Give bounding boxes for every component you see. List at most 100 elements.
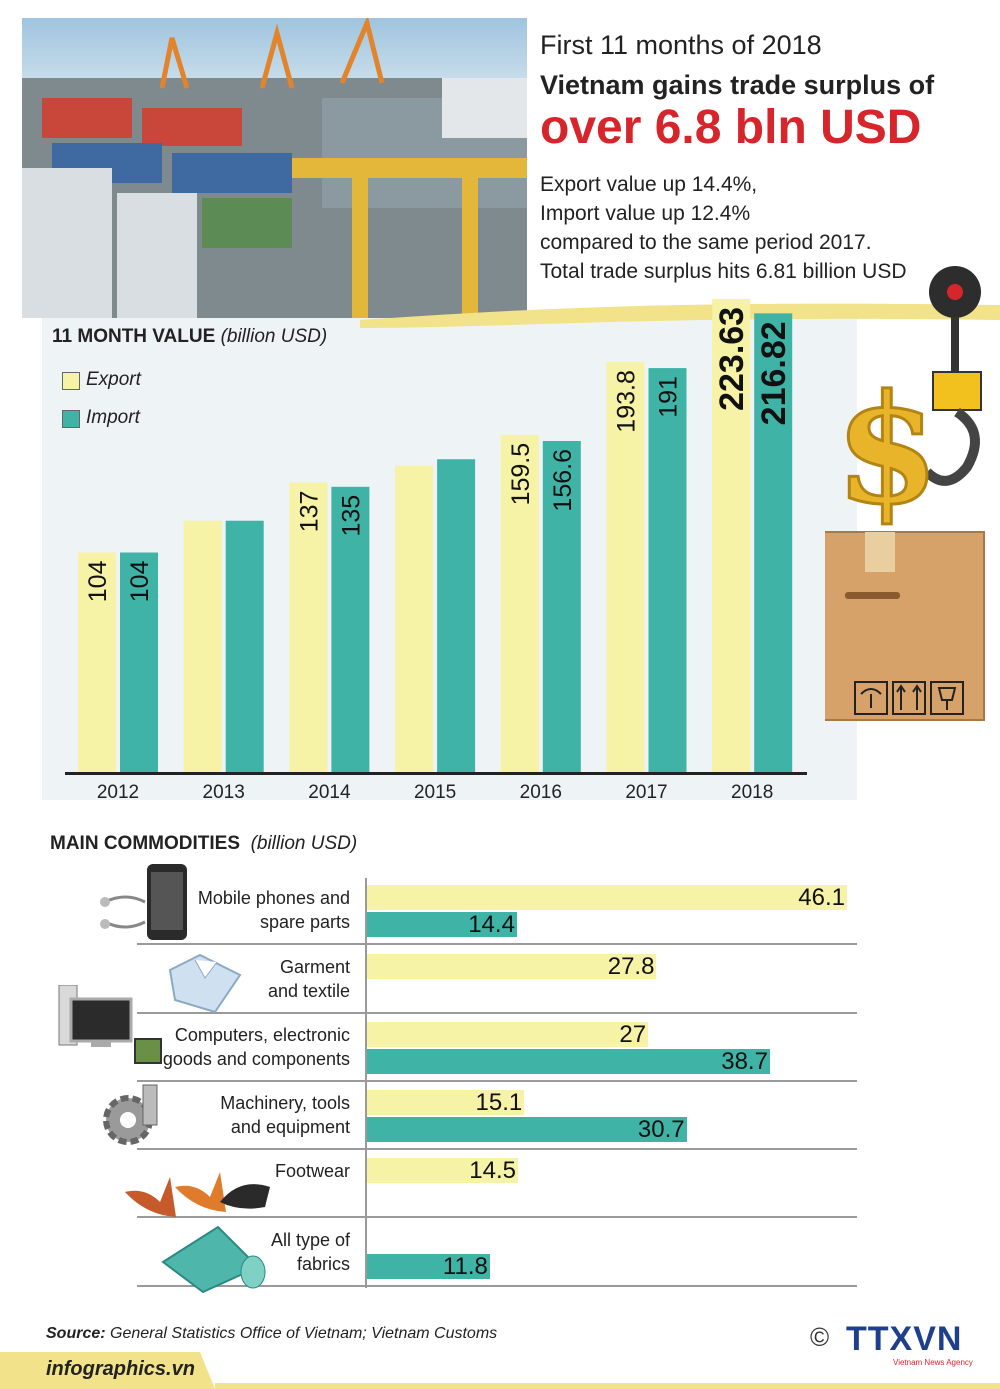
bar-label-import-2012: 104 [126, 560, 154, 602]
bar-label-import-2016: 156.6 [549, 449, 577, 512]
port-photo [22, 18, 527, 318]
row-separator [137, 1285, 857, 1287]
commodity-bar-export [367, 954, 657, 979]
cardboard-box-icon [825, 531, 985, 721]
header-headline: Vietnam gains trade surplus of [540, 70, 935, 100]
chart-title-text: 11 MONTH VALUE [52, 326, 216, 347]
mobile-phone-icon [100, 864, 187, 940]
commodities-title-text: MAIN COMMODITIES [50, 833, 240, 854]
commodity-label: Garment and textile [110, 955, 350, 1003]
commodity-label: Footwear [110, 1159, 350, 1183]
bar-export-2018 [712, 298, 751, 773]
chart-title-unit: (billion USD) [220, 326, 328, 347]
bar-label-export-2017: 193.8 [613, 370, 641, 433]
commodity-bar-import [367, 1117, 687, 1142]
commodity-value-export: 27 [619, 1021, 647, 1048]
commodity-bar-export [367, 1022, 649, 1047]
commodities-title: MAIN COMMODITIES (billion USD) [50, 833, 357, 855]
commodity-label-line: All type of [270, 1230, 350, 1250]
commodity-label: Machinery, tools and equipment [110, 1091, 350, 1139]
commodity-value-export: 27.8 [607, 953, 655, 980]
footer-band [0, 1352, 1000, 1389]
commodity-value-export: 46.1 [798, 884, 845, 911]
x-tick-label: 2017 [625, 782, 667, 803]
commodity-value-import: 11.8 [442, 1253, 488, 1280]
bar-import-2014 [331, 486, 370, 773]
x-axis-line [65, 772, 807, 775]
commodity-bar-import [367, 912, 517, 937]
commodity-label-line: and textile [267, 981, 350, 1001]
bar-label-export-2012: 104 [84, 560, 112, 602]
bar-import-2012 [120, 552, 158, 773]
bar-import-2016 [542, 441, 581, 773]
x-tick-label: 2015 [414, 782, 456, 803]
commodity-label-line: goods and components [162, 1049, 350, 1069]
chip-icon [134, 1038, 162, 1064]
hook-icon [923, 407, 980, 486]
x-tick-label: 2012 [97, 782, 139, 803]
shoes-icon [125, 1172, 270, 1217]
source-note: Source: General Statistics Office of Vie… [46, 1325, 497, 1343]
row-separator [137, 1148, 857, 1150]
bar-export-2012 [78, 552, 116, 773]
bar-export-2015 [395, 465, 434, 773]
dollar-box-illustration: $ [825, 266, 985, 721]
commodity-label-line: fabrics [296, 1254, 350, 1274]
commodity-label: All type of fabrics [110, 1228, 350, 1276]
header-desc-line: Total trade surplus hits 6.81 billion US… [540, 260, 907, 283]
header-desc-line: Export value up 14.4%, [540, 173, 758, 196]
commodity-bar-import [367, 1254, 490, 1279]
commodities-title-unit: (billion USD) [250, 833, 358, 854]
source-text: General Statistics Office of Vietnam; Vi… [110, 1325, 498, 1342]
header-desc-line: compared to the same period 2017. [540, 231, 872, 254]
commodity-value-import: 14.4 [468, 911, 515, 938]
header-highlight: over 6.8 bln USD [540, 101, 922, 154]
commodity-label: Mobile phones and spare parts [110, 886, 350, 934]
x-tick-label: 2016 [520, 782, 562, 803]
box-handling-symbols-icon [854, 681, 964, 715]
bar-export-2013 [183, 520, 222, 773]
header-desc-line: Import value up 12.4% [540, 202, 751, 225]
legend-swatch-export [62, 372, 80, 390]
x-tick-label: 2018 [731, 782, 773, 803]
x-tick-label: 2014 [308, 782, 351, 803]
commodity-bar-export [367, 1090, 525, 1115]
commodity-bar-export [367, 885, 847, 910]
hook-block-icon [932, 371, 982, 411]
commodity-value-export: 14.5 [469, 1157, 516, 1184]
copyright-icon: © [810, 1322, 830, 1352]
row-separator [137, 943, 857, 945]
bar-label-export-2014: 137 [295, 491, 323, 533]
commodity-value-import: 38.7 [721, 1048, 768, 1075]
legend-label-import: Import [86, 407, 140, 428]
header-period: First 11 months of 2018 [540, 30, 822, 60]
bar-import-2017 [648, 368, 687, 773]
bar-import-2013 [225, 520, 264, 773]
commodity-label-line: spare parts [259, 912, 350, 932]
bar-label-import-2018: 216.82 [755, 321, 793, 425]
bar-label-import-2014: 135 [337, 495, 365, 537]
bar-label-export-2016: 159.5 [507, 443, 535, 506]
bar-label-export-2018: 223.63 [713, 307, 751, 411]
commodity-value-export: 15.1 [475, 1089, 523, 1116]
commodities-axis-line [365, 878, 367, 1288]
commodity-bar-import [367, 1049, 770, 1074]
commodity-label-line: Machinery, tools [220, 1093, 350, 1113]
row-separator [137, 1012, 857, 1014]
wave-accent [360, 303, 1000, 328]
fabric-roll-icon [161, 1225, 266, 1294]
gear-icon [103, 1084, 158, 1145]
footer-site[interactable]: infographics.vn [46, 1358, 195, 1380]
commodity-value-import: 30.7 [637, 1116, 685, 1143]
commodity-label-line: and equipment [230, 1117, 350, 1137]
commodity-bar-export [367, 1158, 518, 1183]
brand-subtitle: Vietnam News Agency [893, 1358, 973, 1367]
column-chart: 104 104 2012 2013 137 135 2014 2015 159.5 156.6 20… [65, 298, 807, 803]
commodity-label-line: Mobile phones and [197, 888, 350, 908]
commodity-label-line: Computers, electronic [174, 1025, 350, 1045]
bar-label-import-2017: 191 [655, 376, 683, 418]
dollar-sign-icon: $ [835, 362, 939, 538]
bar-import-2018 [754, 313, 793, 773]
bar-export-2016 [500, 434, 539, 773]
